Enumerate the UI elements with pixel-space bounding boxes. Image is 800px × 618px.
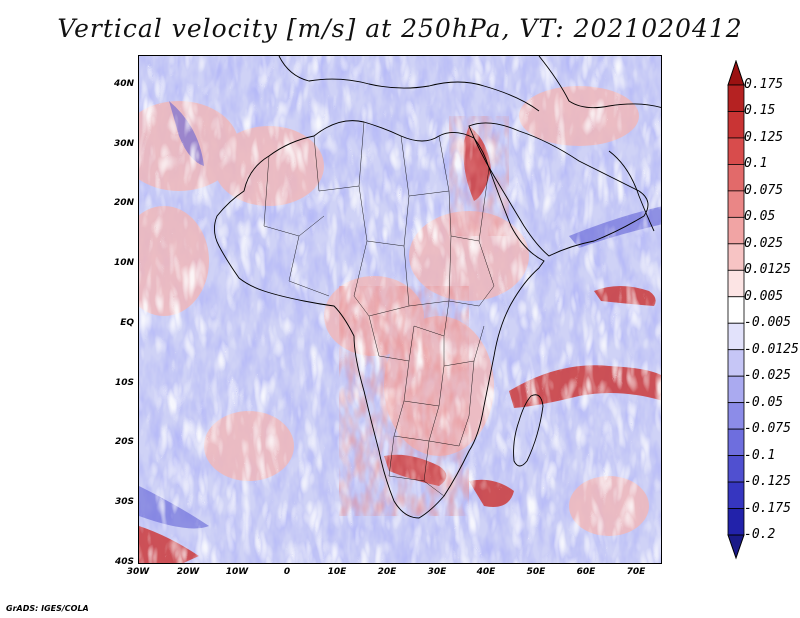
colorbar-level-label: 0.125 [744,129,784,145]
map-plot-area [138,55,662,564]
lon-label-40e: 40E [476,567,496,577]
lon-label-10w: 10W [225,567,249,577]
colorbar-level-label: 0.05 [744,209,776,225]
lat-label-40s: 40S [114,557,134,567]
coastlines [214,56,661,519]
colorbar-bottom-triangle [727,534,745,560]
colorbar-bin [727,296,745,324]
colorbar-bin [727,428,745,456]
lat-label-10s: 10S [114,378,134,388]
lon-label-30e: 30E [427,567,447,577]
colorbar-level-label: -0.175 [744,500,791,516]
colorbar-bin [727,190,745,218]
colorbar-bin [727,137,745,165]
colorbar-bin [727,481,745,509]
lon-label-10e: 10E [327,567,347,577]
colorbar-bins [727,60,745,560]
lat-label-30s: 30S [114,497,134,507]
lat-label-20s: 20S [114,437,134,447]
colorbar [727,60,745,560]
colorbar-bin [727,402,745,430]
colorbar-level-label: -0.2 [744,527,776,542]
colorbar-level-label: -0.125 [744,474,791,490]
velocity-field [139,56,661,563]
lat-label-eq: EQ [120,318,134,328]
colorbar-top-triangle [727,60,745,86]
colorbar-level-label: -0.005 [744,315,791,331]
colorbar-bin [727,269,745,298]
colorbar-bin [727,84,745,112]
colorbar-level-label: 0.1 [744,156,768,172]
colorbar-bin [727,508,745,536]
colorbar-bin [727,111,745,139]
colorbar-level-label: 0.175 [744,77,784,92]
lon-label-60e: 60E [576,567,596,577]
colorbar-bin [727,216,745,245]
colorbar-level-label: 0.075 [744,182,784,198]
country-borders [263,121,495,497]
lat-label-10n: 10N [113,258,134,268]
colorbar-level-label: 0.15 [744,103,776,119]
lon-label-20e: 20E [377,567,397,577]
colorbar-level-label: -0.025 [744,368,791,384]
colorbar-bin [727,322,745,351]
lon-label-0: 0 [283,567,291,577]
lat-label-20n: 20N [113,198,134,208]
lon-label-70e: 70E [626,567,646,577]
credit-text: GrADS: IGES/COLA [6,604,89,613]
colorbar-level-label: 0.025 [744,235,784,251]
lat-label-30n: 30N [113,139,134,149]
lon-label-30w: 30W [126,567,150,577]
colorbar-level-label: -0.05 [744,394,784,410]
colorbar-level-label: -0.0125 [744,341,799,357]
colorbar-bin [727,349,745,377]
colorbar-level-label: 0.0125 [744,262,791,278]
map-title: Vertical velocity [m/s] at 250hPa, VT: 2… [57,14,743,43]
lon-label-20w: 20W [176,567,200,577]
colorbar-level-label: 0.005 [744,288,784,304]
colorbar-bin [727,243,745,271]
colorbar-level-label: -0.1 [744,447,776,463]
lon-label-50e: 50E [526,567,546,577]
colorbar-level-label: -0.075 [744,421,791,437]
lat-label-40n: 40N [113,79,134,89]
colorbar-bin [727,455,745,483]
colorbar-bin [727,375,745,404]
colorbar-bin [727,164,745,192]
